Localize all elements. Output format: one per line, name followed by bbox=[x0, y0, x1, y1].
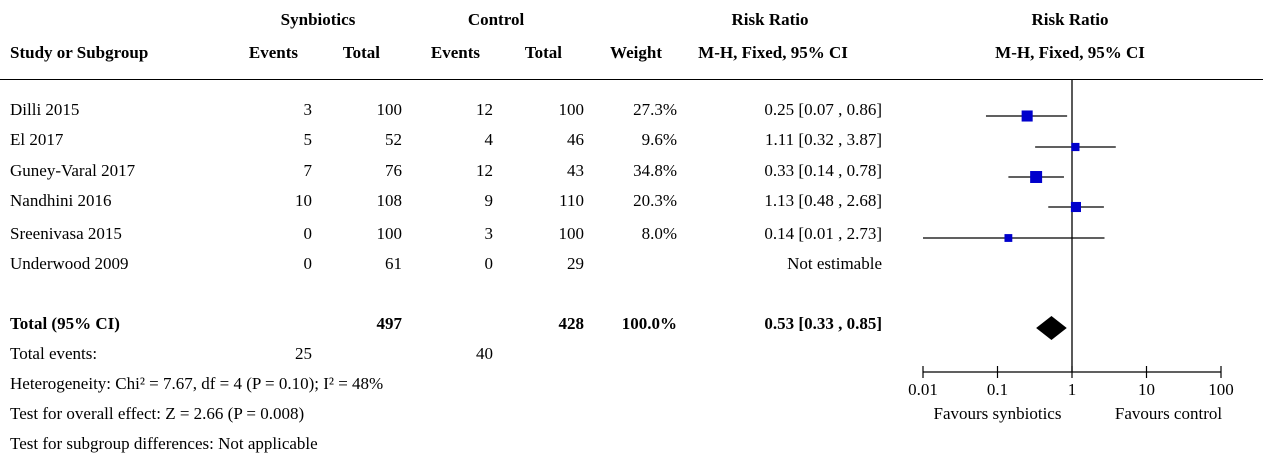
favours-control-label: Favours control bbox=[1115, 404, 1222, 423]
weight-value: 20.3% bbox=[633, 191, 677, 210]
total1-value: 100 bbox=[376, 100, 403, 119]
weight-value: 27.3% bbox=[633, 100, 677, 119]
x-tick-label: 1 bbox=[1068, 380, 1077, 399]
events2-value: 4 bbox=[484, 130, 494, 149]
method-header: M-H, Fixed, 95% CI bbox=[698, 43, 848, 62]
group1-header: Synbiotics bbox=[280, 10, 356, 29]
group2-header: Control bbox=[467, 10, 525, 29]
total2-value: 29 bbox=[567, 254, 584, 273]
total2-value: 46 bbox=[567, 130, 584, 149]
study-name: Dilli 2015 bbox=[10, 100, 80, 119]
x-tick-label: 100 bbox=[1208, 380, 1234, 399]
study-marker bbox=[1030, 171, 1043, 183]
events2-value: 12 bbox=[476, 161, 493, 180]
events1-value: 10 bbox=[295, 191, 312, 210]
total-events1-value: 25 bbox=[295, 344, 312, 363]
total2-header: Total bbox=[524, 43, 562, 62]
events1-value: 5 bbox=[303, 130, 313, 149]
ci-value: Not estimable bbox=[787, 254, 882, 273]
pooled-ci-value: 0.53 [0.33 , 0.85] bbox=[764, 314, 882, 333]
weight-value: 9.6% bbox=[641, 130, 677, 149]
ci-value: 1.13 [0.48 , 2.68] bbox=[764, 191, 882, 210]
total1-value: 497 bbox=[376, 314, 403, 333]
total-events2-value: 40 bbox=[476, 344, 493, 363]
heterogeneity-text: Heterogeneity: Chi² = 7.67, df = 4 (P = … bbox=[10, 374, 384, 393]
study-name: Guney-Varal 2017 bbox=[10, 161, 136, 180]
total2-value: 110 bbox=[559, 191, 584, 210]
study-marker bbox=[1071, 142, 1080, 152]
total2-value: 43 bbox=[567, 161, 584, 180]
study-name: Underwood 2009 bbox=[10, 254, 129, 273]
ci-value: 1.11 [0.32 , 3.87] bbox=[765, 130, 882, 149]
total2-value: 100 bbox=[558, 224, 585, 243]
overall-effect-text: Test for overall effect: Z = 2.66 (P = 0… bbox=[10, 404, 305, 423]
weight-header: Weight bbox=[610, 43, 662, 62]
weight-value: 34.8% bbox=[633, 161, 677, 180]
ci-value: 0.25 [0.07 , 0.86] bbox=[764, 100, 882, 119]
total1-value: 100 bbox=[376, 224, 403, 243]
events2-value: 12 bbox=[476, 100, 493, 119]
ci-value: 0.33 [0.14 , 0.78] bbox=[764, 161, 882, 180]
x-tick-label: 0.1 bbox=[987, 380, 1008, 399]
risk-ratio-plot-header: Risk Ratio bbox=[1031, 10, 1109, 29]
events2-value: 0 bbox=[484, 254, 494, 273]
ci-value: 0.14 [0.01 , 2.73] bbox=[764, 224, 882, 243]
x-tick-label: 0.01 bbox=[908, 380, 938, 399]
events1-value: 0 bbox=[303, 254, 313, 273]
total-weight-value: 100.0% bbox=[621, 314, 677, 333]
total2-value: 100 bbox=[558, 100, 585, 119]
risk-ratio-header: Risk Ratio bbox=[731, 10, 809, 29]
study-marker bbox=[1070, 201, 1081, 213]
total1-header: Total bbox=[342, 43, 380, 62]
events1-header: Events bbox=[248, 43, 298, 62]
total-events-label: Total events: bbox=[10, 344, 98, 363]
favours-synbiotics-label: Favours synbiotics bbox=[934, 404, 1062, 423]
total1-value: 76 bbox=[385, 161, 402, 180]
x-tick-label: 10 bbox=[1138, 380, 1155, 399]
total1-value: 61 bbox=[385, 254, 402, 273]
study-name: El 2017 bbox=[10, 130, 64, 149]
study-marker bbox=[1021, 110, 1033, 122]
study-name: Sreenivasa 2015 bbox=[10, 224, 122, 243]
events1-value: 0 bbox=[303, 224, 313, 243]
pooled-diamond bbox=[1036, 316, 1067, 340]
events2-value: 3 bbox=[484, 224, 494, 243]
events2-value: 9 bbox=[484, 191, 494, 210]
total1-value: 52 bbox=[385, 130, 402, 149]
events2-header: Events bbox=[430, 43, 480, 62]
study-column-header: Study or Subgroup bbox=[10, 43, 149, 62]
method-plot-header: M-H, Fixed, 95% CI bbox=[995, 43, 1145, 62]
study-name: Nandhini 2016 bbox=[10, 191, 112, 210]
events1-value: 7 bbox=[303, 161, 313, 180]
total1-value: 108 bbox=[376, 191, 403, 210]
events1-value: 3 bbox=[303, 100, 313, 119]
total-label: Total (95% CI) bbox=[10, 314, 120, 333]
study-marker bbox=[1004, 234, 1013, 242]
subgroup-differences-text: Test for subgroup differences: Not appli… bbox=[10, 434, 318, 453]
weight-value: 8.0% bbox=[641, 224, 677, 243]
header-rule bbox=[0, 79, 1263, 80]
total2-value: 428 bbox=[558, 314, 585, 333]
